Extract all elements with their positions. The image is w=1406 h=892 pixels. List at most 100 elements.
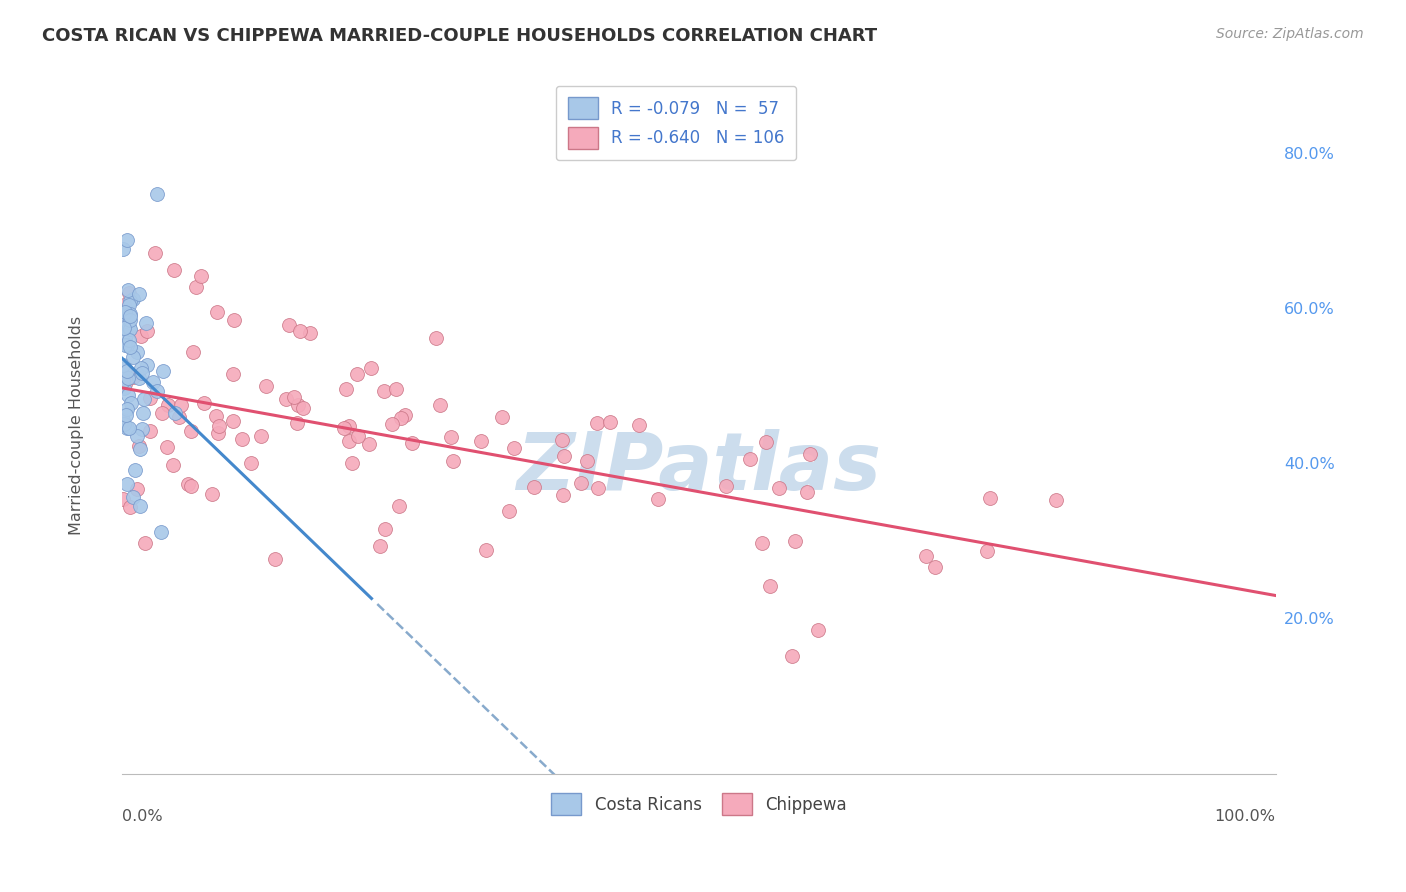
Point bbox=[129, 442, 152, 457]
Point bbox=[250, 429, 273, 443]
Point bbox=[359, 436, 381, 450]
Point bbox=[128, 371, 150, 385]
Point bbox=[647, 492, 669, 507]
Point bbox=[115, 328, 138, 343]
Point bbox=[128, 439, 150, 453]
Point bbox=[146, 384, 169, 399]
Point bbox=[221, 367, 243, 381]
Text: Married-couple Households: Married-couple Households bbox=[69, 317, 84, 535]
Point bbox=[333, 421, 356, 435]
Point bbox=[588, 481, 610, 495]
Point bbox=[112, 492, 135, 507]
Point bbox=[118, 421, 141, 435]
Legend: Costa Ricans, Chippewa: Costa Ricans, Chippewa bbox=[544, 787, 853, 822]
Point bbox=[799, 447, 821, 461]
Point bbox=[120, 312, 142, 326]
Point bbox=[118, 286, 141, 301]
Point bbox=[276, 392, 298, 406]
Point bbox=[128, 287, 150, 301]
Point bbox=[599, 415, 621, 429]
Point bbox=[389, 411, 412, 425]
Point bbox=[117, 370, 139, 384]
Point bbox=[129, 329, 152, 343]
Point bbox=[714, 479, 737, 493]
Point bbox=[125, 344, 148, 359]
Point bbox=[156, 440, 179, 454]
Point bbox=[115, 364, 138, 378]
Point bbox=[115, 477, 138, 491]
Point bbox=[208, 419, 231, 434]
Point bbox=[263, 552, 285, 566]
Point bbox=[131, 366, 153, 380]
Point bbox=[120, 396, 142, 410]
Point bbox=[374, 522, 396, 536]
Point bbox=[807, 624, 830, 638]
Point bbox=[394, 408, 416, 422]
Point bbox=[146, 186, 169, 201]
Point bbox=[163, 406, 186, 420]
Point bbox=[201, 487, 224, 501]
Point bbox=[115, 338, 138, 352]
Point bbox=[780, 649, 803, 664]
Text: 80.0%: 80.0% bbox=[1284, 147, 1334, 162]
Point bbox=[180, 478, 202, 492]
Point bbox=[115, 408, 138, 422]
Point bbox=[287, 398, 309, 412]
Point bbox=[112, 374, 135, 388]
Point bbox=[117, 371, 139, 385]
Point bbox=[498, 503, 520, 517]
Point bbox=[205, 305, 228, 319]
Point bbox=[142, 375, 165, 389]
Point bbox=[150, 406, 173, 420]
Point bbox=[190, 269, 212, 284]
Point bbox=[429, 398, 451, 412]
Point bbox=[114, 305, 136, 319]
Point bbox=[163, 263, 186, 277]
Point bbox=[112, 417, 135, 431]
Point bbox=[117, 298, 139, 312]
Point bbox=[193, 396, 215, 410]
Point bbox=[385, 383, 408, 397]
Point bbox=[337, 418, 360, 433]
Point bbox=[553, 449, 575, 463]
Text: 40.0%: 40.0% bbox=[1284, 457, 1334, 472]
Text: 60.0%: 60.0% bbox=[1284, 302, 1334, 318]
Point bbox=[283, 390, 305, 404]
Point bbox=[118, 319, 141, 334]
Point bbox=[290, 324, 312, 338]
Point bbox=[924, 560, 946, 574]
Point bbox=[475, 543, 498, 558]
Point bbox=[112, 298, 135, 312]
Point bbox=[117, 388, 139, 402]
Point bbox=[114, 338, 136, 352]
Point bbox=[122, 350, 145, 364]
Point bbox=[118, 333, 141, 347]
Point bbox=[136, 324, 159, 338]
Point bbox=[122, 293, 145, 307]
Point bbox=[118, 500, 141, 514]
Point bbox=[125, 428, 148, 442]
Point bbox=[368, 539, 391, 553]
Point bbox=[120, 322, 142, 336]
Text: 0.0%: 0.0% bbox=[122, 809, 163, 824]
Point bbox=[441, 454, 464, 468]
Point bbox=[112, 242, 135, 256]
Point bbox=[440, 430, 463, 444]
Point bbox=[180, 424, 202, 438]
Text: COSTA RICAN VS CHIPPEWA MARRIED-COUPLE HOUSEHOLDS CORRELATION CHART: COSTA RICAN VS CHIPPEWA MARRIED-COUPLE H… bbox=[42, 27, 877, 45]
Point bbox=[156, 398, 179, 412]
Point bbox=[335, 382, 357, 396]
Point bbox=[177, 477, 200, 491]
Point bbox=[785, 533, 807, 548]
Point bbox=[381, 417, 404, 432]
Point bbox=[120, 307, 142, 321]
Point bbox=[360, 360, 382, 375]
Point bbox=[796, 484, 818, 499]
Point bbox=[114, 360, 136, 375]
Point bbox=[115, 420, 138, 434]
Point bbox=[575, 454, 598, 468]
Point bbox=[768, 481, 790, 495]
Point bbox=[150, 524, 173, 539]
Point bbox=[388, 499, 411, 513]
Point bbox=[112, 381, 135, 395]
